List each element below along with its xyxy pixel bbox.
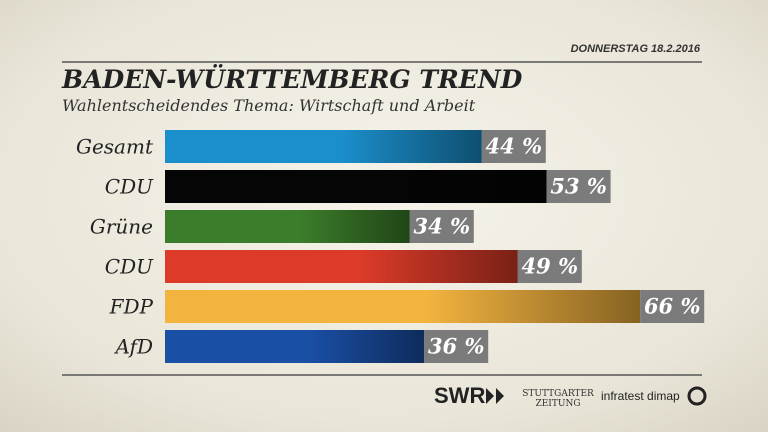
chart-subtitle: Wahlentscheidendes Thema: Wirtschaft und…	[62, 96, 476, 115]
category-label: CDU	[105, 175, 154, 199]
value-label: 49 %	[522, 254, 579, 279]
bar-shade	[165, 290, 641, 323]
value-label: 66 %	[644, 294, 701, 319]
bar-shade	[165, 250, 518, 283]
value-label: 53 %	[550, 174, 607, 199]
logo-swr: SWR	[434, 383, 485, 408]
category-label: CDU	[105, 255, 154, 279]
bar-shade	[165, 210, 410, 243]
category-label: Gesamt	[76, 135, 154, 159]
value-label-box	[517, 250, 582, 283]
category-label: AfD	[113, 335, 153, 359]
bar-shade	[165, 170, 547, 203]
chart-title: BADEN-WÜRTTEMBERG TREND	[61, 65, 523, 94]
category-label: Grüne	[90, 215, 153, 239]
date: DONNERSTAG 18.2.2016	[571, 43, 701, 55]
value-label-box	[424, 330, 489, 363]
logo-dimap-icon	[687, 386, 707, 406]
bar-shade	[165, 130, 482, 163]
value-label-box	[409, 210, 474, 243]
bar-shade	[165, 330, 425, 363]
category-label: FDP	[109, 295, 154, 319]
value-label-box	[640, 290, 705, 323]
logo-arrows	[486, 388, 504, 404]
value-label-box	[481, 130, 546, 163]
value-label: 36 %	[428, 334, 485, 359]
logo-stz: ZEITUNG	[535, 399, 580, 409]
logo-stz: STUTTGARTER	[522, 389, 594, 399]
value-label-box	[546, 170, 611, 203]
logo-infratest: infratest dimap	[601, 389, 680, 403]
value-label: 34 %	[414, 214, 471, 239]
value-label: 44 %	[486, 134, 543, 159]
